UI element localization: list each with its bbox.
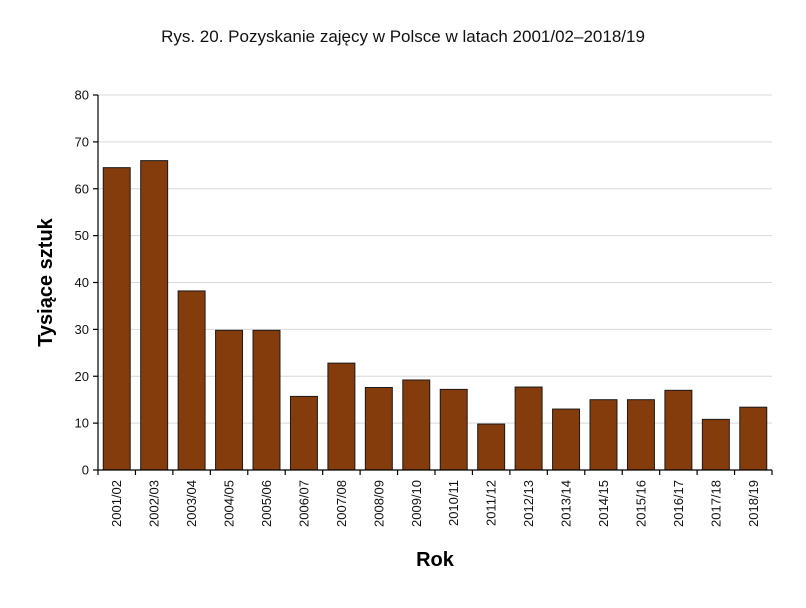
bar-2003-04 [177, 290, 206, 471]
y-tick-label: 50 [75, 228, 89, 243]
y-tick-label: 70 [75, 134, 89, 149]
bar-2013-14 [552, 408, 581, 471]
x-tick-label: 2005/06 [259, 480, 274, 527]
x-tick-label: 2001/02 [109, 480, 124, 527]
bar-2005-06 [252, 329, 281, 471]
bar-2004-05 [215, 329, 244, 471]
x-tick-label: 2008/09 [371, 480, 386, 527]
x-tick-label: 2006/07 [296, 480, 311, 527]
x-tick-label: 2012/13 [521, 480, 536, 527]
y-tick-label: 10 [75, 416, 89, 431]
x-tick-label: 2014/15 [596, 480, 611, 527]
x-tick-label: 2003/04 [184, 480, 199, 527]
y-axis-ticks: 0 10 20 30 40 50 60 70 80 [75, 88, 98, 478]
bar-2008-09 [364, 387, 393, 471]
x-tick-label: 2015/16 [633, 480, 648, 527]
bars [102, 160, 768, 471]
x-tick-label: 2011/12 [484, 480, 499, 526]
y-axis-label: Tysiące sztuk [35, 217, 57, 346]
bar-2014-15 [589, 399, 618, 471]
bar-2016-17 [664, 389, 693, 471]
y-tick-label: 20 [75, 369, 89, 384]
bar-2010-11 [439, 388, 468, 471]
y-tick-label: 60 [75, 181, 89, 196]
x-axis-ticks: 2001/02 2002/03 2003/04 2004/05 2005/06 2006/… [97, 470, 773, 527]
chart-title: Rys. 20. Pozyskanie zajęcy w Polsce w la… [161, 27, 645, 46]
bar-2007-08 [327, 362, 356, 471]
x-axis-label: Rok [416, 549, 455, 571]
x-tick-label: 2018/19 [746, 480, 761, 527]
y-tick-label: 40 [75, 275, 89, 290]
x-tick-label: 2017/18 [708, 480, 723, 527]
y-tick-label: 80 [75, 88, 89, 103]
x-tick-label: 2007/08 [334, 480, 349, 527]
x-tick-label: 2004/05 [222, 480, 237, 527]
bar-2002-03 [140, 160, 169, 471]
bar-2015-16 [626, 399, 655, 471]
x-tick-label: 2002/03 [147, 480, 162, 527]
bar-2011-12 [477, 423, 506, 471]
x-tick-label: 2009/10 [409, 480, 424, 527]
y-tick-label: 30 [75, 322, 89, 337]
bar-2006-07 [289, 395, 318, 471]
bar-2001-02 [102, 167, 131, 471]
x-tick-label: 2016/17 [671, 480, 686, 527]
bar-2017-18 [701, 418, 730, 471]
gridlines [98, 94, 772, 424]
x-tick-label: 2013/14 [559, 480, 574, 527]
y-tick-label: 0 [82, 463, 89, 478]
bar-2009-10 [402, 379, 431, 471]
bar-2012-13 [514, 386, 543, 471]
bar-2018-19 [739, 406, 768, 471]
x-tick-label: 2010/11 [446, 480, 461, 526]
